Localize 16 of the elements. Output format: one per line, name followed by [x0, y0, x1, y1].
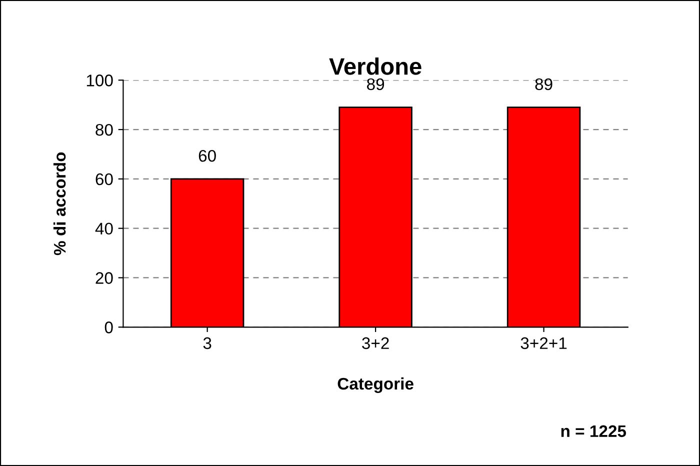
- chart-title: Verdone: [329, 57, 422, 75]
- x-tick-label: 3: [203, 337, 212, 350]
- data-label: 89: [367, 78, 384, 90]
- data-label: 89: [535, 78, 552, 90]
- x-axis-title: Categorie: [338, 377, 414, 393]
- y-tick-label: 40: [95, 222, 113, 235]
- text: n = 1225: [561, 425, 626, 438]
- data-label: 60: [198, 150, 216, 162]
- y-tick-label: 20: [96, 272, 113, 284]
- y-axis-title: % di accordo: [53, 152, 66, 256]
- y-tick-label: 0: [104, 322, 113, 334]
- x-tick-label: 3+2+1: [520, 337, 567, 350]
- y-tick-label: 80: [96, 124, 113, 136]
- y-tick-label: 60: [96, 173, 113, 186]
- x-tick-label: 3+2: [362, 337, 389, 350]
- y-tick-label: 100: [86, 74, 113, 86]
